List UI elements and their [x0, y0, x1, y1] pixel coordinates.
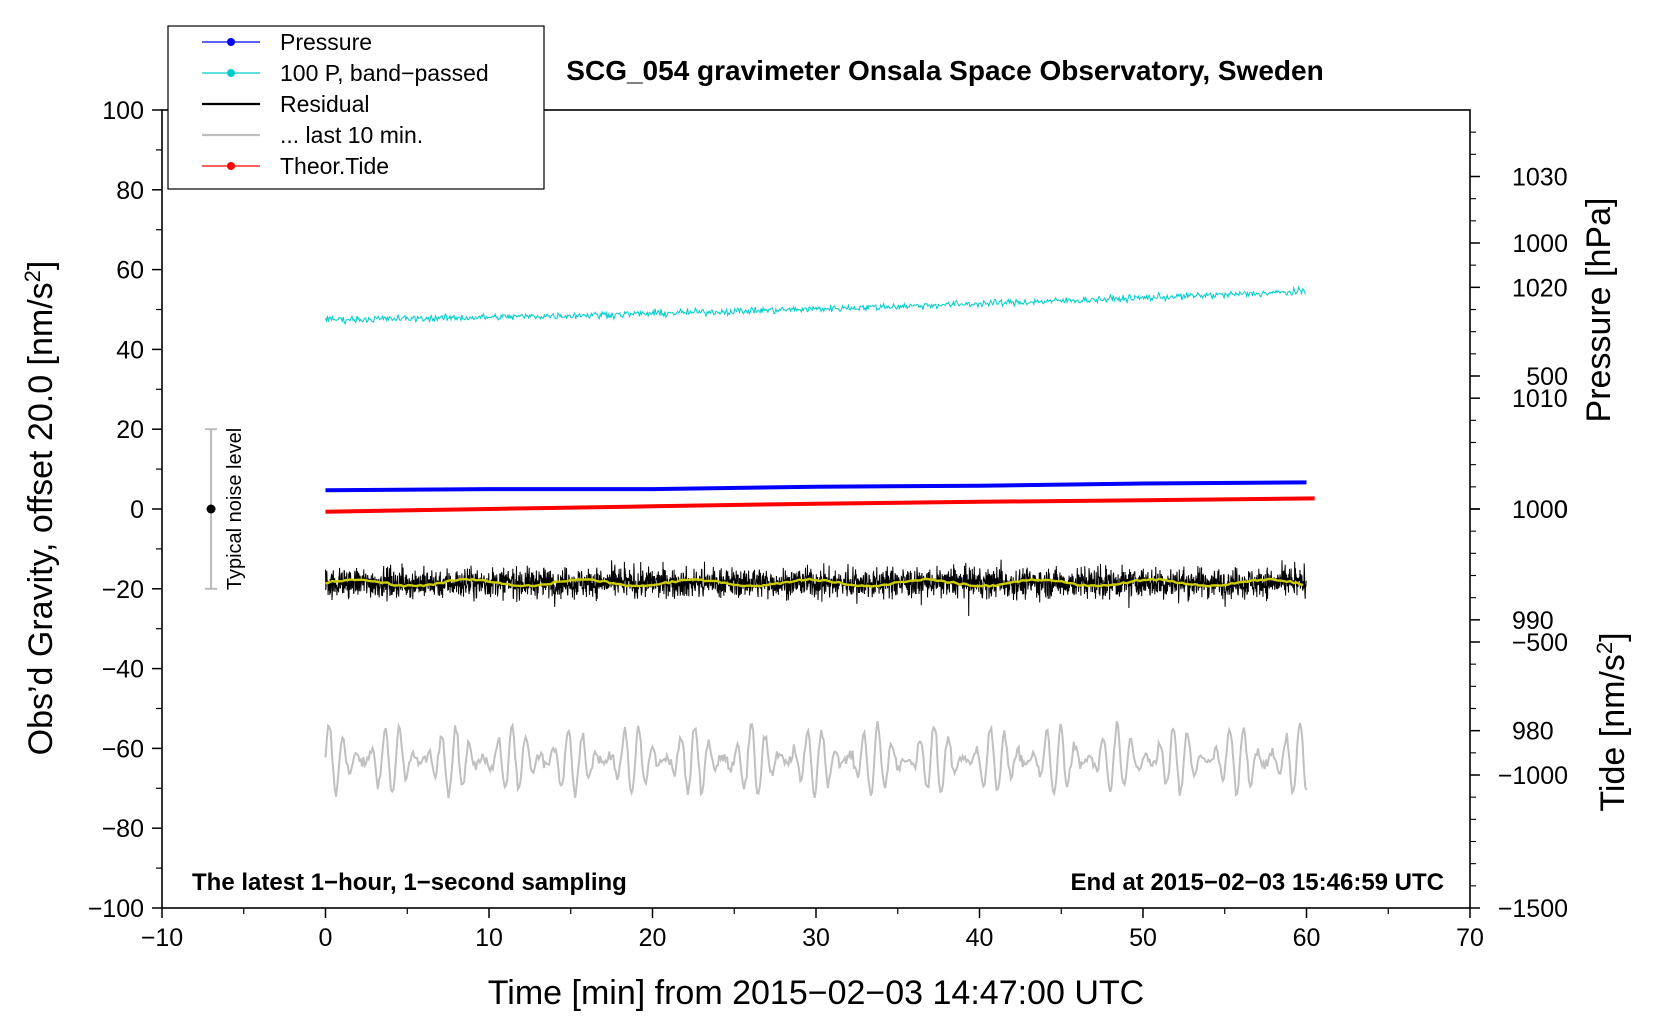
legend: Pressure 100 P, band−passed Residual ... la…: [167, 25, 545, 190]
x-tick-label: 70: [1456, 924, 1484, 952]
series-residual-smoothed-line: [325, 577, 1304, 588]
legend-box: [167, 25, 545, 190]
x-tick-label: 0: [319, 924, 333, 952]
y-tick-label: 0: [130, 496, 144, 524]
tide-tick-label: 0: [1554, 496, 1568, 524]
series-bandpassed-line: [325, 285, 1306, 326]
chart-title: SCG_054 gravimeter Onsala Space Observat…: [566, 55, 1323, 86]
tide-axis-label-end: ]: [1594, 632, 1632, 641]
tide-axis-label-text: Tide [nm/s: [1594, 654, 1632, 811]
y-tick-label: −60: [102, 735, 144, 763]
legend-marker-0: [227, 38, 235, 46]
y-tick-label: −20: [102, 576, 144, 604]
series-pressure-line: [325, 480, 1307, 493]
y-tick-label: −80: [102, 815, 144, 843]
y-tick-label: 80: [116, 177, 144, 205]
legend-label-1: 100 P, band−passed: [280, 60, 489, 86]
pressure-axis-label: Pressure [hPa]: [1580, 198, 1618, 423]
y-tick-label: 40: [116, 336, 144, 364]
noise-bar-dot: [206, 504, 216, 514]
x-tick-label: −10: [141, 924, 183, 952]
y-axis-label-text: Obs’d Gravity, offset 20.0 [nm/s: [22, 282, 60, 755]
x-tick-label: 30: [802, 924, 830, 952]
series-layer: [205, 285, 1315, 799]
y-tick-label: −100: [88, 895, 144, 923]
x-axis-label: Time [min] from 2015−02−03 14:47:00 UTC: [488, 974, 1144, 1012]
y-tick-label: 20: [116, 416, 144, 444]
y-axis-label: Obs’d Gravity, offset 20.0 [nm/s2]: [20, 261, 61, 756]
axes-layer: −10 0 10 20 30 40 50 60 70100806040200−20−40−60−…: [88, 97, 1568, 952]
series-tide-line: [325, 496, 1315, 514]
legend-marker-4: [227, 162, 235, 170]
y-tick-label: −40: [102, 656, 144, 684]
x-tick-label: 10: [475, 924, 503, 952]
pressure-tick-label: 1020: [1512, 274, 1568, 302]
tide-tick-label: −1000: [1498, 762, 1568, 790]
pressure-tick-label: 990: [1512, 607, 1554, 635]
y-axis-label-end: ]: [22, 261, 60, 270]
legend-label-4: Theor.Tide: [280, 153, 389, 179]
pressure-tick-label: 1000: [1512, 496, 1568, 524]
pressure-tick-label: 1010: [1512, 385, 1568, 413]
x-tick-label: 60: [1293, 924, 1321, 952]
tide-tick-label: −500: [1512, 629, 1568, 657]
tide-axis-label-sup: 2: [1592, 642, 1617, 654]
annotation-end-time: End at 2015−02−03 15:46:59 UTC: [1070, 869, 1444, 896]
annotation-sampling: The latest 1−hour, 1−second sampling: [192, 869, 627, 896]
legend-label-3: ... last 10 min.: [280, 122, 423, 148]
legend-marker-1: [227, 69, 235, 77]
y-tick-label: 60: [116, 257, 144, 285]
pressure-tick-label: 980: [1512, 718, 1554, 746]
x-tick-label: 40: [966, 924, 994, 952]
text-layer: Typical noise level SCG_054 gravimeter On…: [20, 55, 1633, 1012]
x-tick-label: 20: [639, 924, 667, 952]
tide-tick-label: 1000: [1512, 230, 1568, 258]
tide-tick-label: 500: [1526, 363, 1568, 391]
tide-tick-label: −1500: [1498, 895, 1568, 923]
x-tick-label: 50: [1129, 924, 1157, 952]
legend-label-0: Pressure: [280, 29, 372, 55]
y-axis-label-sup: 2: [20, 270, 45, 282]
series-residual-line: [325, 559, 1307, 617]
noise-label: Typical noise level: [224, 428, 246, 590]
series-last10min-line: [324, 721, 1308, 799]
legend-label-2: Residual: [280, 91, 370, 117]
tide-axis-label: Tide [nm/s2]: [1592, 632, 1633, 811]
y-tick-label: 100: [102, 97, 144, 125]
pressure-tick-label: 1030: [1512, 164, 1568, 192]
